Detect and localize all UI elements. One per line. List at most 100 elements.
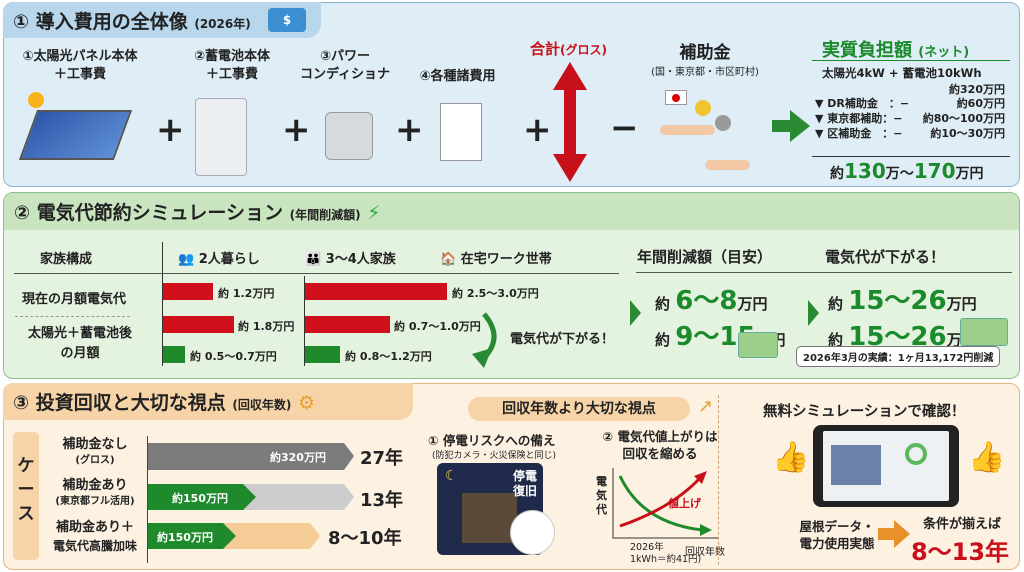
thumbs-up-icon: 👍: [968, 440, 1006, 475]
family-icon: 👪: [305, 252, 322, 267]
curved-down-arrow-icon: [472, 312, 497, 368]
section1-year: (2026年): [194, 17, 251, 31]
price-curve: [619, 476, 702, 528]
bar-label: 約150万円: [172, 492, 228, 505]
subsidy-label: 補助金: [679, 43, 731, 63]
gross-amount: 約320万円: [949, 83, 1005, 96]
tablet-simulation[interactable]: [813, 425, 959, 507]
system-spec: 太陽光4kW + 蓄電池10kWh: [822, 66, 982, 80]
net-cost-title: 実質負担額 (ネット): [822, 40, 970, 61]
row-current-bill: 現在の月額電気代: [22, 292, 127, 307]
case-no-subsidy: 補助金なし (グロス): [62, 437, 128, 466]
point-outage-sub: (防犯カメラ・火災保険と同じ): [432, 451, 557, 461]
column-home-work: 🏠 在宅ワーク世帯: [440, 252, 552, 267]
cash-stack-icon: [960, 318, 1008, 346]
divider: [718, 395, 719, 565]
payback-years: 13年: [360, 490, 404, 511]
battery-icon: [195, 98, 247, 176]
plus-sign: +: [156, 110, 185, 150]
item-solar-label: ①太陽光パネル本体 ＋工事費: [22, 49, 138, 82]
bar-r1c1: [163, 283, 213, 300]
sun-icon: [28, 92, 44, 108]
solar-panel-icon: [18, 110, 133, 160]
bar-label: 約150万円: [157, 531, 213, 544]
axes: [612, 468, 718, 539]
bar-label: 約 2.5〜3.0万円: [452, 287, 539, 300]
cash-stack-icon: [738, 332, 778, 358]
lightning-icon: ⚡: [367, 202, 381, 224]
case-subsidy-rising: 補助金あり＋ 電気代高騰加味: [52, 520, 137, 553]
simulation-title: 無料シミュレーションで確認！: [763, 404, 966, 420]
right-arrow-icon: [772, 110, 810, 142]
bar-r1c2: [305, 283, 447, 300]
column-family: 家族構成: [40, 252, 93, 267]
point-price-rise: ② 電気代値上がりは 回収を縮める: [602, 429, 718, 461]
chart-x-label: 回収年数: [685, 547, 725, 558]
bar-no-subsidy: [148, 443, 354, 470]
double-arrow-icon: [553, 62, 587, 182]
documents-icon: [440, 103, 482, 161]
chart-y-label: 電気代: [596, 475, 607, 516]
bar-label: 約 1.2万円: [218, 287, 275, 300]
bar-label: 約 1.8万円: [238, 320, 295, 333]
bar-label: 約 0.8〜1.2万円: [345, 350, 432, 363]
bar-rising: [148, 523, 236, 549]
section1-header: ① 導入費用の全体像 (2026年) $: [3, 2, 321, 38]
net-total: 約130万〜170万円: [830, 159, 984, 183]
input-data-label: 屋根データ・ 電力使用実態: [799, 519, 875, 551]
triangle-icon: [630, 300, 641, 326]
condition-label: 条件が揃えば: [922, 517, 1001, 532]
actual-result-callout: 2026年3月の実績：1ヶ月13,172円削減: [796, 346, 1001, 367]
case-label: ケース: [13, 432, 39, 560]
payback-years: 27年: [360, 448, 404, 469]
rising-arrow-icon: ↗: [698, 396, 714, 417]
bar-label: 約 0.5〜0.7万円: [190, 350, 277, 363]
divider: [162, 242, 163, 366]
money-icon: $: [268, 8, 306, 32]
viewpoint-pill: 回収年数より大切な視点: [468, 397, 690, 421]
inverter-icon: [325, 112, 373, 160]
section1-title: ① 導入費用の全体像: [13, 11, 188, 33]
payback-result: 8〜13年: [910, 538, 1010, 566]
gears-icon: ⚙: [297, 392, 315, 414]
divider: [636, 272, 1012, 273]
section2-header: ② 電気代節約シミュレーション (年間削減額) ⚡: [4, 193, 1019, 230]
point-outage: ① 停電リスクへの備え: [428, 433, 556, 448]
divider: [304, 276, 305, 366]
subsidy-sub: (国・東京都・市区町村): [651, 67, 759, 78]
price-rise-label: 値上げ: [668, 497, 701, 510]
payback-years: 8〜10年: [328, 528, 402, 549]
down-note: 電気代が下がる！: [510, 332, 615, 347]
divider: [14, 273, 619, 274]
bar-label: 約 0.7〜1.0万円: [394, 320, 481, 333]
triangle-icon: [808, 300, 819, 326]
minus-sign: −: [610, 108, 639, 148]
gross-total-label: 合計(グロス): [530, 40, 607, 58]
bar-r2c1: [163, 316, 234, 333]
section2-title: ② 電気代節約シミュレーション: [14, 202, 283, 224]
case-with-subsidy: 補助金あり (東京都フル活用): [55, 478, 135, 507]
item-battery-label: ②蓄電池本体 ＋工事費: [193, 49, 270, 82]
plus-sign: +: [395, 110, 424, 150]
savings-value-1: 約 6〜8万円: [655, 286, 768, 316]
savings-value-3: 約 15〜26万円: [828, 286, 977, 316]
row-after-install: 太陽光＋蓄電池後 の月額: [27, 326, 132, 361]
people-icon: 👥: [178, 252, 195, 267]
plus-sign: +: [523, 110, 552, 150]
medical-icon: [510, 510, 555, 555]
bill-down-header: 電気代が下がる！: [825, 248, 946, 266]
divider: [15, 316, 130, 317]
bar-subsidy: [148, 484, 256, 510]
column-two-person: 👥 2人暮らし: [178, 252, 260, 267]
divider: [812, 60, 1010, 61]
plus-sign: +: [282, 110, 311, 150]
annual-savings-header: 年間削減額（目安）: [637, 248, 773, 266]
home-icon: 🏠: [440, 252, 457, 267]
subsidy-deductions: ▼ DR補助金 ：− 約60万円 ▼ 東京都補助：− 約80〜100万円 ▼ 区補助…: [815, 97, 1005, 140]
moon-icon: ☾: [445, 468, 458, 484]
chart-x-note: 2026年 1kWh＝約41円): [630, 542, 702, 565]
subsidy-hands-coins-icon: [655, 85, 755, 175]
section3-subtitle: (回収年数): [232, 398, 292, 412]
bar-r2c2: [305, 316, 390, 333]
bar-r3c1: [163, 346, 185, 363]
